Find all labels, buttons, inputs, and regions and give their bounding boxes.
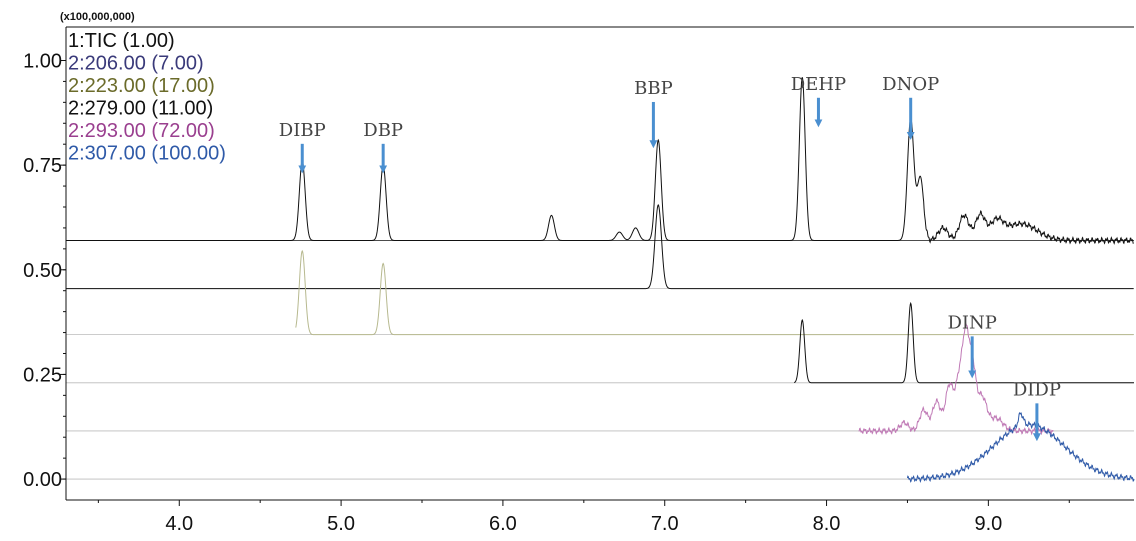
y-tick-label: 0.50	[23, 260, 62, 282]
peak-annotation: DNOP	[882, 74, 939, 95]
series-line	[296, 251, 1134, 335]
legend-entry: 2:293.00 (72.00)	[68, 120, 215, 142]
peak-annotation: DINP	[947, 312, 996, 333]
x-tick-label: 5.0	[327, 513, 355, 535]
series-line	[907, 413, 1134, 482]
legend-entry: 2:279.00 (11.00)	[68, 98, 213, 120]
peak-annotation: DIDP	[1013, 379, 1061, 400]
y-tick-label: 0.75	[23, 155, 62, 177]
legend-entry: 1:TIC (1.00)	[68, 30, 175, 52]
legend-entry: 2:307.00 (100.00)	[68, 143, 226, 165]
series-line	[66, 77, 1134, 243]
x-tick-label: 9.0	[974, 513, 1002, 535]
x-tick-label: 8.0	[813, 513, 841, 535]
legend: 1:TIC (1.00)2:206.00 (7.00)2:223.00 (17.…	[68, 30, 226, 165]
x-tick-label: 4.0	[165, 513, 193, 535]
legend-entry: 2:223.00 (17.00)	[68, 75, 215, 97]
peak-annotation: DBP	[363, 120, 403, 141]
traces-layer	[66, 77, 1134, 481]
peak-annotation: BBP	[634, 78, 673, 99]
y-tick-label: 0.00	[23, 469, 62, 491]
x-tick-label: 7.0	[651, 513, 679, 535]
peak-annotation: DEHP	[791, 74, 846, 95]
legend-entry: 2:206.00 (7.00)	[68, 53, 204, 75]
series-line	[66, 205, 1134, 289]
y-multiplier-label: (x100,000,000)	[60, 11, 135, 23]
axes-layer	[66, 27, 1134, 500]
x-tick-label: 6.0	[489, 513, 517, 535]
y-tick-label: 1.00	[23, 50, 62, 72]
peak-annotation: DIBP	[279, 120, 326, 141]
y-tick-label: 0.25	[23, 364, 62, 386]
